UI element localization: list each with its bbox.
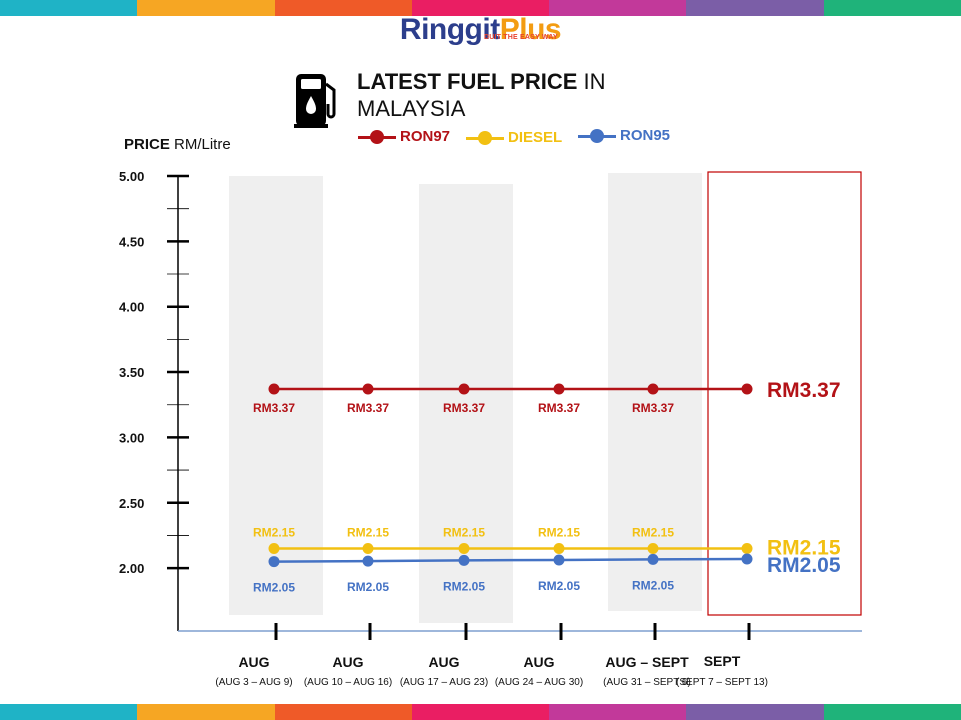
x-tick-sublabel: (AUG 10 – AUG 16) xyxy=(304,677,392,688)
y-tick-label: 3.50 xyxy=(119,365,144,380)
data-label-ron97: RM3.37 xyxy=(253,401,295,415)
stripe-segment xyxy=(0,0,138,16)
data-point-ron97 xyxy=(647,383,659,395)
legend-label-diesel: DIESEL xyxy=(508,129,563,146)
data-label-ron97: RM3.37 xyxy=(347,401,389,415)
y-tick-label: 4.50 xyxy=(119,234,144,249)
shaded-column xyxy=(229,176,323,615)
stripe-segment xyxy=(137,704,275,720)
stripe-segment xyxy=(0,704,138,720)
data-point-diesel xyxy=(458,542,470,554)
x-tick-sublabel: (AUG 24 – AUG 30) xyxy=(495,677,583,688)
data-label-ron95: RM2.05 xyxy=(632,578,674,592)
title-line2: MALAYSIA xyxy=(357,96,466,121)
legend-item-ron95: RON95 xyxy=(578,127,670,144)
stripe-segment xyxy=(274,0,412,16)
legend-label-ron97: RON97 xyxy=(400,128,451,145)
y-axis-label-bold: PRICE xyxy=(124,136,170,153)
data-label-ron95: RM2.05 xyxy=(538,579,580,593)
data-point-ron95 xyxy=(458,554,470,566)
stripe-segment xyxy=(549,704,687,720)
data-point-ron97 xyxy=(268,383,280,395)
shaded-column xyxy=(419,184,513,623)
data-point-ron95 xyxy=(362,555,374,567)
data-point-ron97 xyxy=(553,383,565,395)
stripe-segment xyxy=(411,0,550,16)
stripe-segment xyxy=(823,704,961,720)
data-point-diesel xyxy=(268,542,280,554)
y-tick-label: 2.00 xyxy=(119,561,144,576)
x-tick-label: AUG xyxy=(428,654,459,670)
x-tick-label: AUG xyxy=(238,654,269,670)
top-color-stripe xyxy=(0,0,961,16)
data-label-ron97: RM3.37 xyxy=(632,401,674,415)
brand-tagline: DUIT THE EASY WAY xyxy=(484,34,558,41)
legend-swatch-diesel xyxy=(466,130,504,145)
data-point-diesel xyxy=(741,542,753,554)
stripe-segment xyxy=(549,0,687,16)
y-axis-label-rest: RM/Litre xyxy=(169,136,231,153)
y-tick-label: 3.00 xyxy=(119,430,144,445)
x-tick-label: AUG xyxy=(523,654,554,670)
brand-name-part1: Ringgit xyxy=(399,13,500,46)
series-line-ron95 xyxy=(273,557,748,563)
y-tick-label: 2.50 xyxy=(119,496,144,511)
legend-label-ron95: RON95 xyxy=(620,127,671,144)
data-point-ron95 xyxy=(741,553,753,565)
data-label-ron95: RM2.05 xyxy=(253,581,295,595)
x-tick-sublabel: (SEPT 7 – SEPT 13) xyxy=(676,677,768,688)
stripe-segment xyxy=(274,704,412,720)
data-label-diesel: RM2.15 xyxy=(253,525,295,539)
final-value-label-diesel: RM2.15 xyxy=(767,536,841,559)
data-label-diesel: RM2.15 xyxy=(632,525,674,539)
data-point-ron95 xyxy=(268,556,280,568)
highlight-box-latest-week xyxy=(707,171,862,616)
x-tick-label: SEPT xyxy=(704,653,741,669)
fuel-pump-icon xyxy=(294,74,336,128)
data-point-ron97 xyxy=(741,383,753,395)
data-point-ron95 xyxy=(647,553,659,565)
data-point-ron95 xyxy=(553,554,565,566)
title-rest: IN xyxy=(577,69,606,94)
data-point-diesel xyxy=(362,542,374,554)
final-value-label-ron97: RM3.37 xyxy=(767,379,841,402)
brand-logo: RinggitPlus xyxy=(0,14,961,46)
stripe-segment xyxy=(823,0,961,16)
stripe-segment xyxy=(411,704,550,720)
data-point-ron97 xyxy=(362,383,374,395)
stripe-segment xyxy=(686,0,824,16)
y-tick-label: 4.00 xyxy=(119,300,144,315)
chart-title: LATEST FUEL PRICE IN MALAYSIA xyxy=(357,68,606,122)
data-label-diesel: RM2.15 xyxy=(538,525,580,539)
data-label-diesel: RM2.15 xyxy=(443,525,485,539)
data-point-ron97 xyxy=(458,383,470,395)
data-point-diesel xyxy=(553,542,565,554)
final-value-label-ron95: RM2.05 xyxy=(767,554,841,577)
data-label-ron95: RM2.05 xyxy=(443,579,485,593)
y-tick-label: 5.00 xyxy=(119,169,144,184)
x-tick-sublabel: (AUG 31 – SEPT 6) xyxy=(603,677,691,688)
legend-item-diesel: DIESEL xyxy=(466,129,562,146)
data-point-diesel xyxy=(647,542,659,554)
legend-item-ron97: RON97 xyxy=(358,128,450,145)
title-bold: LATEST FUEL PRICE xyxy=(357,69,578,94)
legend-swatch-ron95 xyxy=(578,128,616,143)
legend-swatch-ron97 xyxy=(358,129,396,144)
y-axis-label: PRICE RM/Litre xyxy=(124,136,231,153)
stripe-segment xyxy=(137,0,275,16)
bottom-color-stripe xyxy=(0,704,961,720)
shaded-column xyxy=(608,173,702,611)
data-label-diesel: RM2.15 xyxy=(347,525,389,539)
data-label-ron97: RM3.37 xyxy=(443,401,485,415)
brand-name-part2: Plus xyxy=(499,13,562,46)
stripe-segment xyxy=(686,704,824,720)
data-label-ron95: RM2.05 xyxy=(347,580,389,594)
x-tick-label: AUG – SEPT xyxy=(605,654,689,670)
data-label-ron97: RM3.37 xyxy=(538,401,580,415)
x-tick-label: AUG xyxy=(332,654,363,670)
x-tick-sublabel: (AUG 3 – AUG 9) xyxy=(215,677,292,688)
x-tick-sublabel: (AUG 17 – AUG 23) xyxy=(400,677,488,688)
